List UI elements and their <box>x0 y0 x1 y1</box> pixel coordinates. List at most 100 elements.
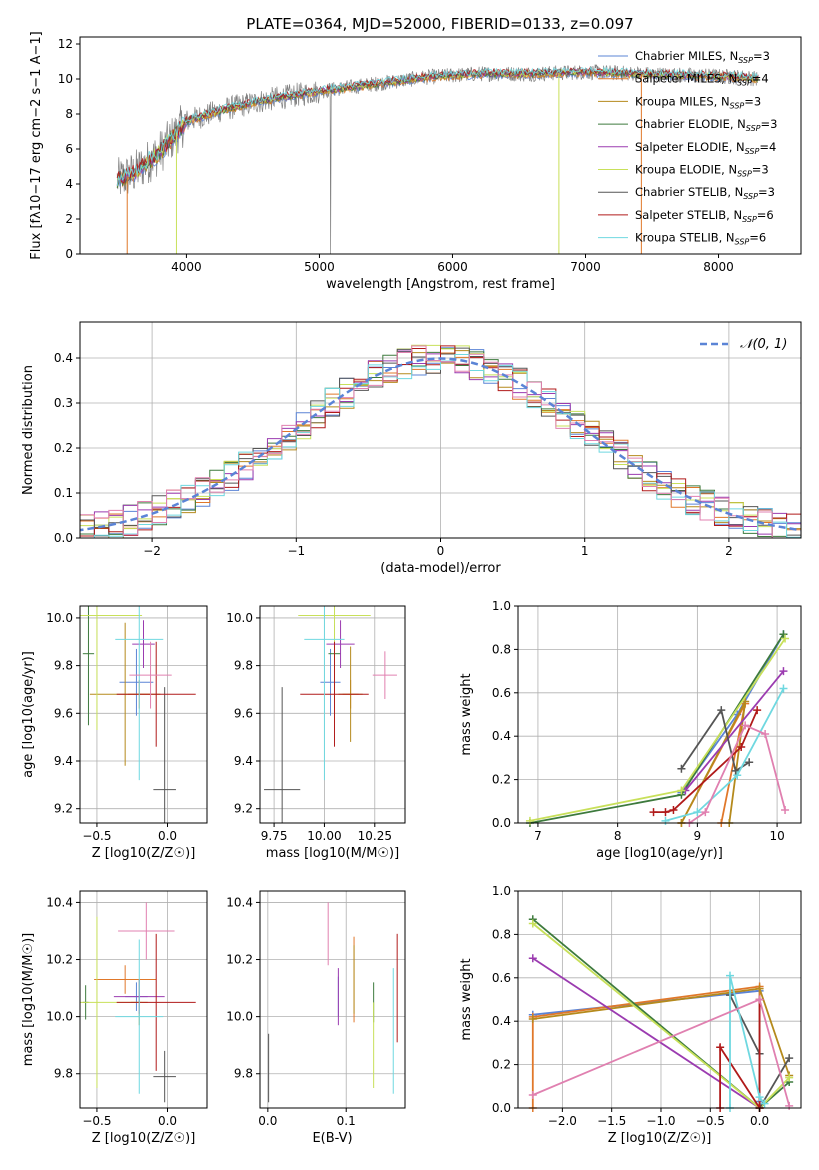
x-tick-label: 8 <box>614 829 622 843</box>
x-axis-label: wavelength [Angstrom, rest frame] <box>326 277 555 292</box>
y-tick-label: 0.0 <box>54 531 73 545</box>
y-tick-label: 0.4 <box>492 729 511 743</box>
x-tick-label: 4000 <box>171 260 202 274</box>
y-tick-label: 10.0 <box>46 611 73 625</box>
weight-marker <box>741 721 750 730</box>
weight-marker <box>779 684 788 693</box>
weight-marker <box>731 766 740 775</box>
age-vs-Z-panel: −0.5 0.0 9.2 9.4 9.6 9.8 10.0 Z [log10(Z/Z☉)] ag… <box>21 605 208 861</box>
y-tick-label: 9.2 <box>234 802 253 816</box>
weight-marker <box>677 764 686 773</box>
weight-marker <box>528 1090 537 1099</box>
x-tick-label: 5000 <box>304 260 335 274</box>
mass-vs-Z-panel: −0.5 0.0 9.8 10.0 10.2 10.4 Z [log10(Z/Z☉)] mas… <box>21 890 208 1146</box>
y-tick-label: 9.4 <box>54 754 73 768</box>
weight-marker <box>726 971 735 980</box>
x-tick-label: 7 <box>534 829 542 843</box>
y-tick-label: 10 <box>58 72 73 86</box>
y-tick-label: 0.4 <box>492 1014 511 1028</box>
axes-frame <box>517 890 802 1109</box>
y-tick-label: 4 <box>65 177 73 191</box>
y-tick-label: 0.4 <box>54 351 73 365</box>
weight-line-8 <box>729 975 766 1108</box>
y-tick-label: 0.2 <box>492 773 511 787</box>
figure-title: PLATE=0364, MJD=52000, FIBERID=0133, z=0… <box>246 15 633 33</box>
y-tick-label: 10.0 <box>226 1010 253 1024</box>
y-tick-label: 0.2 <box>54 441 73 455</box>
legend-label-8: Kroupa STELIB, NSSP=6 <box>635 231 766 247</box>
x-tick-label: −1.5 <box>597 1114 626 1128</box>
axes-frame <box>79 36 802 255</box>
y-axis-label: mass weight <box>459 673 474 755</box>
axes-frame <box>79 890 208 1109</box>
weight-marker <box>755 995 764 1004</box>
legend-label-normal: 𝒩(0, 1) <box>740 337 787 352</box>
x-axis-label: Z [log10(Z/Z☉)] <box>92 846 196 861</box>
x-tick-label: 0.0 <box>258 1114 277 1128</box>
weight-marker <box>677 786 686 795</box>
x-axis-label: E(B-V) <box>312 1131 352 1146</box>
x-tick-label: 9.75 <box>261 829 288 843</box>
axes-frame <box>79 605 208 824</box>
normal-curve <box>80 357 801 532</box>
y-tick-label: 0.0 <box>492 816 511 830</box>
y-tick-label: 0.3 <box>54 396 73 410</box>
weight-vs-Z-panel: −2.0 −1.5 −1.0 −0.5 0.0 0.0 0.2 0.4 0.6 0.8 1.0 Z [… <box>459 884 802 1146</box>
x-tick-label: 6000 <box>437 260 468 274</box>
weight-marker <box>661 808 670 817</box>
weight-marker <box>779 630 788 639</box>
y-tick-label: 0.6 <box>492 686 511 700</box>
y-axis-label: Flux [fλ10−17 erg cm−2 s−1 A−1] <box>29 31 44 259</box>
x-tick-label: 10.00 <box>307 829 341 843</box>
model-spectrum-8 <box>116 66 759 187</box>
axes-frame <box>517 605 802 824</box>
axes-frame <box>259 605 406 824</box>
x-tick-label: 7000 <box>570 260 601 274</box>
weight-marker <box>781 805 790 814</box>
weight-marker <box>761 730 770 739</box>
y-tick-label: 10.0 <box>46 1010 73 1024</box>
x-tick-label: −2 <box>143 544 161 558</box>
weight-marker <box>755 984 764 993</box>
x-tick-label: 1 <box>581 544 589 558</box>
x-tick-label: 0 <box>437 544 445 558</box>
legend-label-0: Chabrier MILES, NSSP=3 <box>635 49 770 65</box>
y-tick-label: 1.0 <box>492 884 511 898</box>
weight-marker <box>528 1015 537 1024</box>
errorbars <box>268 902 398 1103</box>
weight-marker <box>693 808 702 817</box>
legend-label-2: Kroupa MILES, NSSP=3 <box>635 94 761 110</box>
y-tick-label: 0.6 <box>492 971 511 985</box>
x-tick-label: 8000 <box>703 260 734 274</box>
x-tick-label: 0.0 <box>158 829 177 843</box>
weight-marker <box>528 919 537 928</box>
y-tick-label: 0.1 <box>54 486 73 500</box>
x-tick-label: 2 <box>725 544 733 558</box>
x-tick-label: −0.5 <box>82 829 111 843</box>
y-tick-label: 9.8 <box>234 1067 253 1081</box>
y-tick-label: 0 <box>65 247 73 261</box>
y-tick-label: 9.8 <box>54 659 73 673</box>
weight-line-2 <box>680 701 747 824</box>
x-tick-label: 9 <box>694 829 702 843</box>
y-tick-label: 6 <box>65 142 73 156</box>
y-tick-label: 9.2 <box>54 802 73 816</box>
weight-line-7 <box>719 999 761 1112</box>
weight-line-4 <box>684 670 785 792</box>
y-tick-label: 0.8 <box>492 927 511 941</box>
x-tick-label: −0.5 <box>82 1114 111 1128</box>
weight-line-4 <box>532 957 761 1109</box>
x-axis-label: Z [log10(Z/Z☉)] <box>608 1131 712 1146</box>
spectrum-lines <box>116 64 759 254</box>
weight-marker <box>779 667 788 676</box>
x-axis-label: (data-model)/error <box>380 561 501 576</box>
x-tick-label: −0.5 <box>696 1114 725 1128</box>
x-tick-label: 10 <box>769 829 784 843</box>
weight-marker <box>737 743 746 752</box>
errorbars <box>80 902 196 1103</box>
observed-spectrum <box>116 64 759 254</box>
age-vs-mass-panel: 9.75 10.00 10.25 9.2 9.4 9.6 9.8 10.0 mass [log1… <box>226 605 406 861</box>
axes-frame <box>259 890 406 1109</box>
y-tick-label: 10.2 <box>46 953 73 967</box>
weight-marker <box>745 758 754 767</box>
